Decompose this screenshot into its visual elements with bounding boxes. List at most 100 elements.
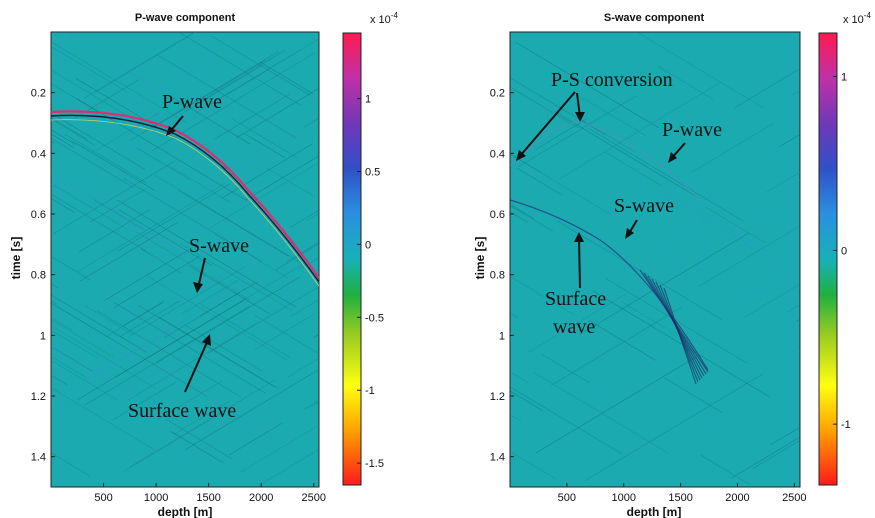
wave-streak	[51, 329, 99, 359]
wave-streak	[94, 55, 217, 130]
x-tick-label: 500	[558, 492, 576, 504]
wave-streak	[280, 268, 319, 292]
wave-streak	[695, 141, 800, 205]
y-tick-label: 0.2	[490, 88, 505, 100]
wave-streak	[231, 118, 298, 159]
colorbar-tick-label: 0	[365, 239, 371, 251]
arrow-head	[202, 334, 211, 346]
annotation-arrow	[197, 257, 206, 289]
wave-streak	[113, 256, 200, 309]
wave-streak	[510, 211, 529, 223]
wave-streak	[510, 390, 543, 411]
wave-streak	[140, 248, 182, 274]
wave-streak	[104, 249, 189, 301]
annotation-p-wave: P-wave	[162, 91, 222, 113]
wave-streak	[733, 268, 800, 310]
wave-streak	[515, 41, 660, 129]
wave-streak	[166, 419, 233, 460]
wave-streak	[51, 356, 88, 379]
wave-streak	[51, 325, 157, 389]
wave-streak	[700, 454, 751, 485]
wave-streak	[535, 354, 701, 454]
arrow-head	[574, 232, 584, 242]
plot-background	[50, 31, 320, 488]
arrow-head	[516, 150, 526, 161]
p-wave-panel: P-wave component time [s] depth [m] 0.2 0…	[9, 12, 326, 518]
wave-streak	[51, 256, 92, 281]
y-tick-label: 0.4	[490, 148, 505, 160]
colorbar-tick-label: -1	[841, 419, 851, 431]
y-axis-label: time [s]	[473, 237, 487, 280]
x-axis-label: depth [m]	[627, 505, 682, 518]
wave-streak	[51, 137, 134, 189]
arrow-head	[625, 228, 634, 239]
wave-streak	[51, 193, 147, 252]
wave-streak	[51, 319, 115, 358]
wave-streak	[245, 155, 319, 201]
wave-streak	[156, 54, 297, 139]
wave-streak	[51, 346, 93, 372]
wave-streak	[90, 188, 147, 223]
wave-streak	[244, 133, 286, 159]
wave-streak	[51, 83, 99, 113]
wave-streak	[254, 315, 317, 353]
wave-streak	[286, 241, 319, 263]
wave-streak	[89, 365, 154, 405]
y-tick-label: 1	[40, 330, 46, 342]
wave-streak	[734, 68, 800, 109]
y-tick-label: 0.4	[31, 148, 46, 160]
wavefield-overlay	[51, 32, 319, 484]
wave-streak	[51, 302, 113, 341]
annotation-arrow	[519, 91, 576, 157]
wave-streak	[77, 297, 248, 400]
y-tick-label: 1.2	[31, 391, 46, 403]
wave-streak	[129, 379, 276, 468]
wave-streak	[510, 380, 511, 382]
wave-streak	[184, 369, 319, 451]
s-wave-front	[510, 199, 709, 371]
wave-streak	[105, 302, 163, 338]
wave-streak	[135, 224, 193, 259]
x-tick-label: 1500	[668, 492, 692, 504]
wave-streak	[51, 140, 56, 144]
wave-streak	[592, 290, 770, 398]
wave-streak	[585, 373, 764, 481]
annotation-p-s-conversion: P-S conversion	[551, 69, 673, 91]
annotation-s-wave: S-wave	[614, 195, 674, 217]
shear-band	[663, 287, 697, 385]
x-axis-label: depth [m]	[158, 505, 213, 518]
wave-streak	[141, 51, 279, 134]
wave-streak	[731, 436, 800, 479]
wave-streak	[51, 118, 95, 146]
wave-streak	[51, 198, 75, 213]
wave-streak	[581, 353, 668, 406]
wave-streak	[130, 392, 255, 468]
wave-streak	[214, 233, 289, 279]
annotation-arrow	[578, 237, 581, 289]
y-tick-label: 1.4	[31, 452, 46, 464]
wave-streak	[287, 357, 319, 378]
wave-streak	[528, 293, 626, 353]
wave-streak	[535, 117, 589, 150]
wave-streak	[123, 410, 226, 472]
wave-streak	[63, 329, 173, 396]
wave-streak	[136, 231, 251, 301]
wave-streak	[209, 162, 319, 229]
wave-streak	[115, 299, 245, 378]
y-tick-label: 0.8	[31, 270, 46, 282]
wave-streak	[510, 153, 541, 173]
wave-streak	[156, 380, 223, 421]
wave-streak	[559, 81, 722, 179]
wave-streak	[84, 32, 195, 99]
wave-streak	[167, 164, 232, 204]
wave-streak	[182, 279, 239, 314]
wave-streak	[94, 32, 197, 93]
wave-streak	[214, 93, 291, 140]
wave-streak	[51, 95, 76, 112]
wave-streak	[699, 225, 800, 287]
wave-streak	[51, 387, 155, 451]
wave-streak	[64, 32, 184, 104]
wave-streak	[664, 377, 724, 414]
wave-streak	[517, 96, 636, 168]
wave-streak	[541, 354, 590, 384]
